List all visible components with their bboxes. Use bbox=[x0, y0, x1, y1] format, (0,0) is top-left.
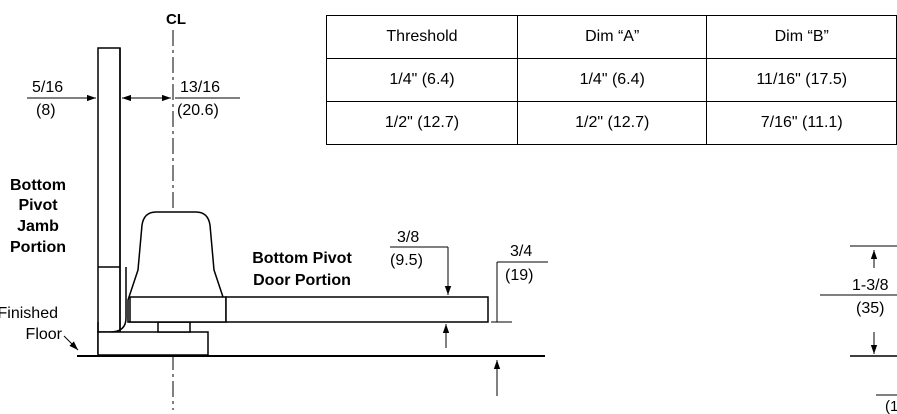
dim-left-top: 5/16 bbox=[32, 79, 63, 96]
svg-text:Pivot: Pivot bbox=[18, 197, 58, 214]
table-row: 1/2" (12.7) 1/2" (12.7) 7/16" (11.1) bbox=[326, 101, 897, 145]
dim-right bbox=[820, 245, 897, 396]
jamb-portion bbox=[97, 47, 127, 354]
svg-text:Bottom: Bottom bbox=[10, 177, 66, 194]
dim-center-top: 13/16 bbox=[180, 79, 220, 96]
jamb-label: Bottom Pivot Jamb Portion bbox=[10, 177, 66, 256]
table-header: Threshold bbox=[326, 15, 518, 59]
dim-b-top: 3/4 bbox=[510, 243, 532, 260]
table-cell: 1/2" (12.7) bbox=[326, 101, 518, 145]
table-cell: 7/16" (11.1) bbox=[706, 101, 897, 145]
svg-text:Door Portion: Door Portion bbox=[253, 272, 351, 289]
threshold-table: Threshold Dim “A” Dim “B” 1/4" (6.4) 1/4… bbox=[326, 15, 897, 145]
pivot-body bbox=[127, 211, 489, 333]
table-cell: 1/4" (6.4) bbox=[326, 58, 518, 102]
svg-text:Jamb: Jamb bbox=[17, 218, 59, 235]
table-header: Dim “B” bbox=[706, 15, 897, 59]
dim-left-bottom: (8) bbox=[36, 102, 56, 119]
svg-text:Bottom Pivot: Bottom Pivot bbox=[252, 250, 352, 267]
table-header: Dim “A” bbox=[516, 15, 708, 59]
dim-center-bottom: (20.6) bbox=[177, 102, 219, 119]
dim-b-bottom: (19) bbox=[505, 267, 533, 284]
table-cell: 1/2" (12.7) bbox=[516, 101, 708, 145]
table-cell: 11/16" (17.5) bbox=[706, 58, 897, 102]
floor-leader bbox=[63, 335, 79, 351]
floor-plate bbox=[97, 331, 209, 356]
dim-a bbox=[390, 246, 452, 348]
door-label: Bottom Pivot Door Portion bbox=[252, 250, 352, 289]
centerline-symbol: CL bbox=[166, 11, 186, 28]
svg-text:Finished: Finished bbox=[0, 305, 58, 322]
dim-a-bottom: (9.5) bbox=[390, 252, 423, 269]
svg-text:Floor: Floor bbox=[26, 326, 63, 343]
dim-cut-fragment: (1 bbox=[885, 398, 897, 414]
dim-a-top: 3/8 bbox=[397, 229, 419, 246]
dim-right-bottom: (35) bbox=[856, 300, 884, 317]
table-header-row: Threshold Dim “A” Dim “B” bbox=[326, 15, 897, 59]
svg-text:Portion: Portion bbox=[10, 239, 66, 256]
dim-b bbox=[491, 261, 548, 396]
table-cell: 1/4" (6.4) bbox=[516, 58, 708, 102]
floor-label: Finished Floor bbox=[0, 305, 63, 343]
table-row: 1/4" (6.4) 1/4" (6.4) 11/16" (17.5) bbox=[326, 58, 897, 102]
dim-right-top: 1-3/8 bbox=[852, 277, 889, 294]
